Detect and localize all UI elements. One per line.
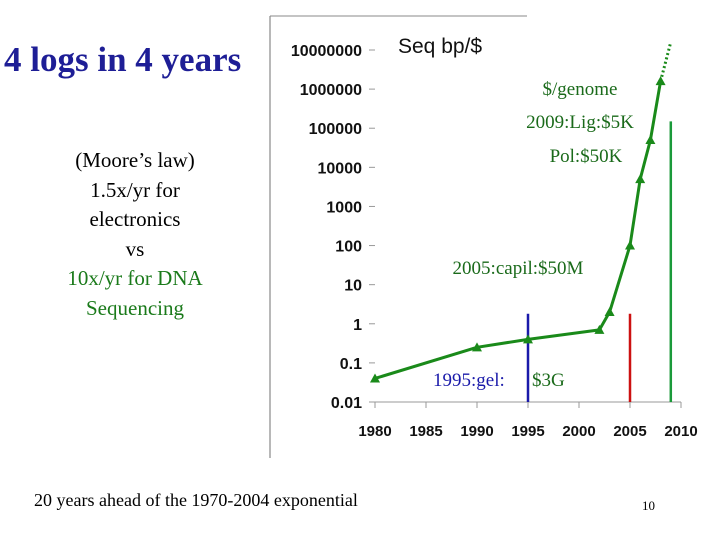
x-tick-label: 2010: [664, 423, 697, 440]
y-tick-label: 0.1: [340, 356, 362, 373]
y-tick-label: 1000: [326, 199, 362, 216]
note-line: (Moore’s law): [75, 148, 195, 172]
note-line: electronics: [89, 207, 181, 231]
x-tick-label: 2000: [562, 423, 595, 440]
note-line: 1.5x/yr for: [90, 177, 180, 202]
footer-note: 20 years ahead of the 1970-2004 exponent…: [34, 490, 358, 510]
x-tick-label: 1980: [358, 423, 391, 440]
y-tick-label: 10: [344, 278, 362, 295]
data-point: [523, 334, 533, 344]
annotation-gel: 1995:gel:: [433, 370, 505, 391]
annotation-capil: 2005:capil:$50M: [453, 258, 584, 279]
chart-title: Seq bp/$: [398, 35, 482, 58]
annotation-genome: $/genome: [543, 79, 618, 100]
data-point: [635, 174, 646, 184]
y-tick-label: 10000: [318, 160, 363, 177]
y-tick-label: 0.01: [331, 395, 362, 412]
slide-title: 4 logs in 4 years: [4, 40, 242, 79]
y-tick-label: 1: [353, 317, 362, 334]
y-tick-label: 10000000: [291, 43, 362, 60]
data-point: [594, 324, 605, 334]
data-point: [472, 342, 482, 352]
y-tick-label: 100: [335, 239, 362, 256]
note-line: vs: [125, 236, 145, 261]
data-point: [370, 373, 380, 383]
data-point: [625, 240, 635, 250]
data-point: [604, 307, 615, 317]
x-tick-label: 1995: [511, 423, 544, 440]
note-line: 10x/yr for DNA: [67, 266, 203, 290]
projection-line: [659, 41, 673, 82]
annotation-gel-cost: $3G: [532, 370, 565, 391]
page-number: 10: [642, 498, 655, 513]
note-line: Sequencing: [86, 295, 184, 320]
annotation-lig: 2009:Lig:$5K: [526, 112, 634, 133]
y-tick-label: 1000000: [300, 82, 362, 99]
x-tick-label: 2005: [613, 423, 646, 440]
x-tick-label: 1990: [460, 423, 493, 440]
annotation-pol: Pol:$50K: [550, 146, 623, 167]
data-point: [645, 134, 656, 144]
y-tick-label: 100000: [309, 121, 362, 138]
x-tick-label: 1985: [409, 423, 442, 440]
